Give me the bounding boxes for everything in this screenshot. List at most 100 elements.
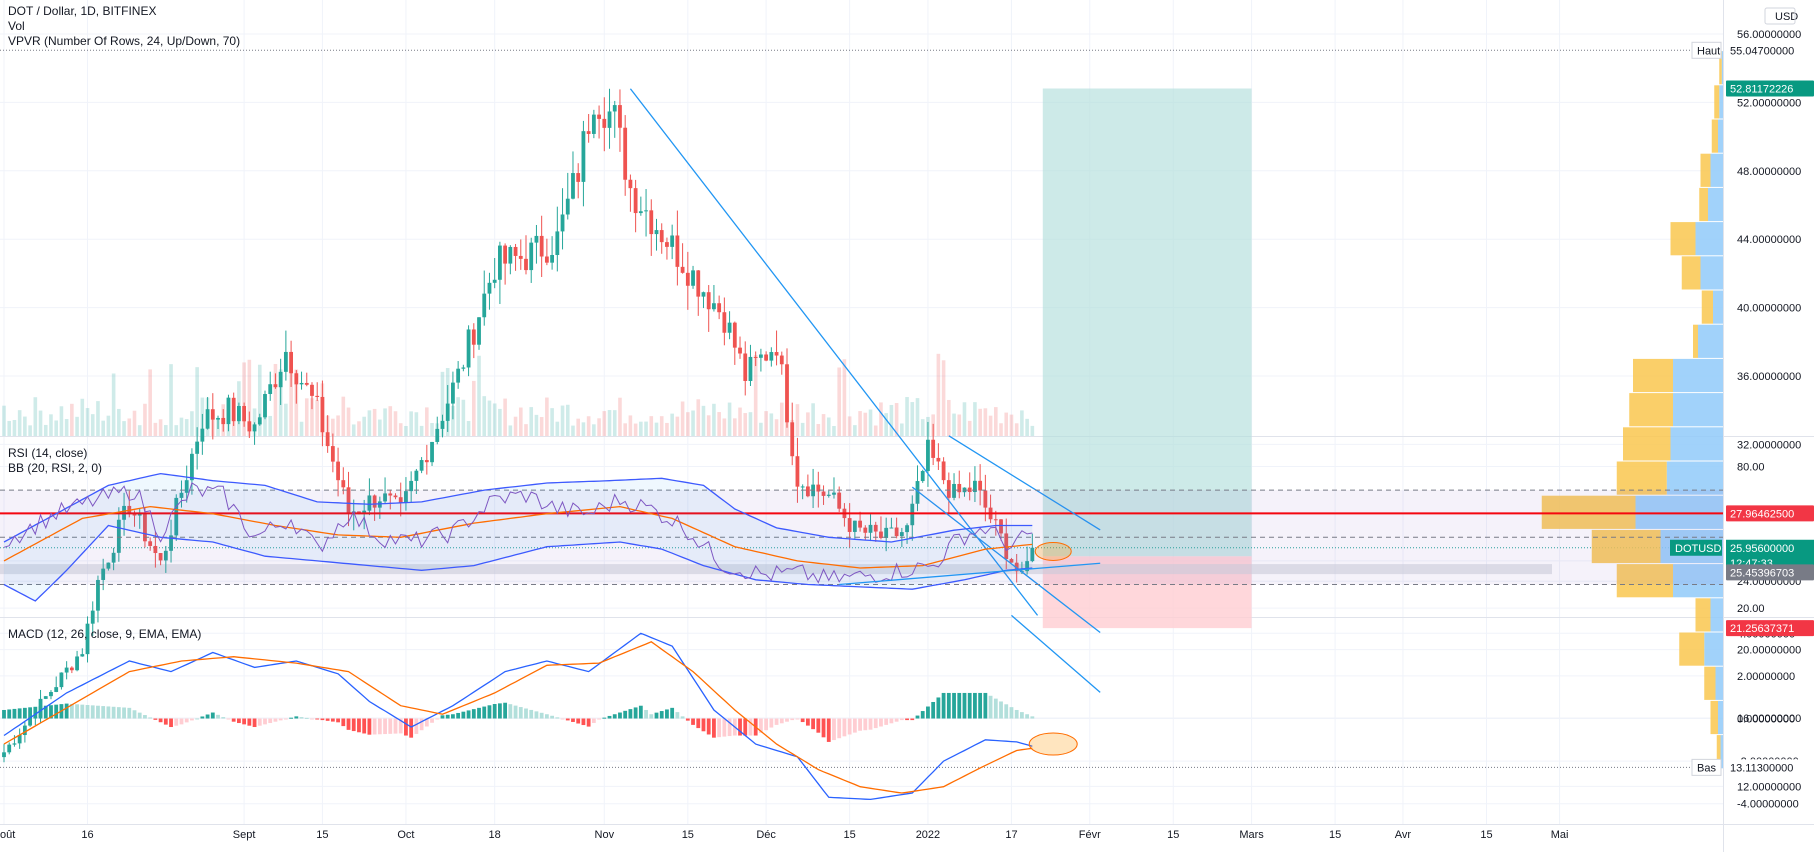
volume-bar	[425, 407, 429, 436]
macd-histogram-bar	[263, 718, 267, 725]
candle-body	[873, 524, 878, 532]
candle-body	[847, 518, 852, 532]
macd-histogram-bar	[461, 711, 466, 719]
candle-body	[310, 384, 314, 396]
macd-histogram-bar	[539, 712, 544, 719]
macd-tick: -4.00000000	[1737, 799, 1799, 811]
time-tick: 15	[1480, 829, 1492, 841]
macd-histogram-bar	[544, 714, 549, 719]
macd-histogram-bar	[842, 718, 847, 737]
macd-histogram-bar	[978, 692, 983, 719]
symbol-title[interactable]: DOT / Dollar, 1D, BITFINEX	[8, 4, 157, 18]
macd-histogram-bar	[237, 718, 241, 724]
candle-body	[137, 513, 142, 516]
volume-bar	[555, 421, 560, 436]
macd-histogram-bar	[811, 718, 815, 730]
rsi-tick: 20.00	[1737, 603, 1765, 615]
price-axis[interactable]: 60.0000000056.0000000052.0000000048.0000…	[1737, 0, 1801, 811]
bb-lower-line	[3, 524, 1033, 602]
vp-down-bar	[1635, 495, 1723, 529]
candle-body	[602, 118, 607, 128]
candle-body	[706, 292, 711, 310]
candle-body	[435, 428, 440, 442]
macd-label[interactable]: MACD (12, 26, close, 9, EMA, EMA)	[8, 627, 202, 641]
candle-body	[748, 356, 753, 381]
macd-line	[3, 632, 1033, 801]
rsi-label[interactable]: RSI (14, close)	[8, 446, 88, 460]
volume-bar	[482, 396, 487, 436]
time-axis[interactable]: Août 16 Sept 15 Oct 18 Nov 15 Déc 15 2022 17 Févr 15 M…	[0, 829, 1568, 841]
long-position-tool[interactable]	[0, 49, 1723, 768]
macd-histogram-bar	[184, 718, 189, 723]
macd-histogram-bar	[424, 718, 429, 727]
volume-bar	[2, 405, 6, 436]
volume-bar	[999, 423, 1003, 436]
macd-histogram-bar	[889, 718, 894, 724]
macd-histogram-bar	[456, 712, 461, 719]
time-tick: Août	[0, 829, 15, 841]
macd-histogram-bar	[304, 717, 309, 719]
macd-histogram-bar	[430, 718, 434, 723]
trendlines[interactable]	[0, 88, 1723, 693]
volume-label[interactable]: Vol	[8, 19, 25, 33]
vp-down-bar	[1673, 564, 1723, 598]
macd-histogram-bar	[774, 718, 779, 725]
macd-histogram-bar	[283, 718, 288, 720]
candle-body	[628, 179, 633, 189]
candle-body	[456, 368, 461, 383]
candle-body	[85, 623, 90, 655]
volume-bar	[696, 399, 701, 436]
volume-bar	[346, 407, 351, 436]
macd-histogram-bar	[404, 718, 408, 736]
volume-bar	[263, 407, 267, 436]
macd-histogram-bar	[393, 718, 398, 734]
volume-bar	[847, 416, 852, 436]
symbol-tag-bg	[1670, 539, 1722, 556]
candle-body	[952, 483, 956, 498]
candle-body	[210, 409, 215, 420]
candle-body	[498, 245, 502, 280]
time-tick: 15	[1329, 829, 1341, 841]
vp-down-bar	[1700, 256, 1723, 290]
macd-histogram-bar	[931, 701, 936, 719]
vpvr-label[interactable]: VPVR (Number Of Rows, 24, Up/Down, 70)	[8, 34, 241, 48]
volume-bar	[169, 364, 173, 436]
price-tick: 36.00000000	[1737, 371, 1801, 383]
candle-body	[106, 562, 111, 569]
candle-body	[231, 397, 236, 422]
target-price-tag-bg	[1726, 80, 1814, 97]
bb-label[interactable]: BB (20, RSI, 2, 0)	[8, 461, 103, 475]
candle-body	[680, 266, 685, 273]
candle-body	[983, 490, 988, 508]
candle-body	[49, 691, 53, 697]
macd-histogram-bar	[665, 709, 669, 719]
candle-body	[12, 743, 17, 745]
macd-histogram-bar	[200, 716, 205, 719]
candle-body	[2, 752, 6, 758]
volume-bar	[195, 367, 199, 436]
volume-bar	[1014, 423, 1019, 436]
macd-histogram-bar	[341, 718, 346, 727]
candle-body	[576, 173, 581, 182]
candle-body	[696, 270, 701, 297]
volume-bar	[571, 425, 575, 436]
candle-body	[805, 486, 810, 497]
candle-body	[466, 329, 471, 368]
macd-histogram-bar	[96, 705, 100, 719]
rsi-highlight-ellipse	[1034, 541, 1072, 561]
macd-histogram-bar	[534, 711, 539, 719]
macd-histogram-bar	[64, 703, 69, 719]
candle-body	[946, 480, 951, 498]
volume-bar	[242, 362, 246, 436]
candle-body	[64, 667, 69, 673]
volume-bar	[691, 410, 695, 436]
candle-body	[941, 461, 946, 481]
volume-bar	[289, 365, 293, 436]
volume-bar	[487, 400, 492, 436]
candle-body	[341, 480, 346, 488]
candle-body	[999, 519, 1003, 534]
low-price-tag: 13.11300000	[1730, 762, 1793, 774]
candle-body	[936, 457, 941, 462]
signal-line	[3, 641, 1033, 794]
